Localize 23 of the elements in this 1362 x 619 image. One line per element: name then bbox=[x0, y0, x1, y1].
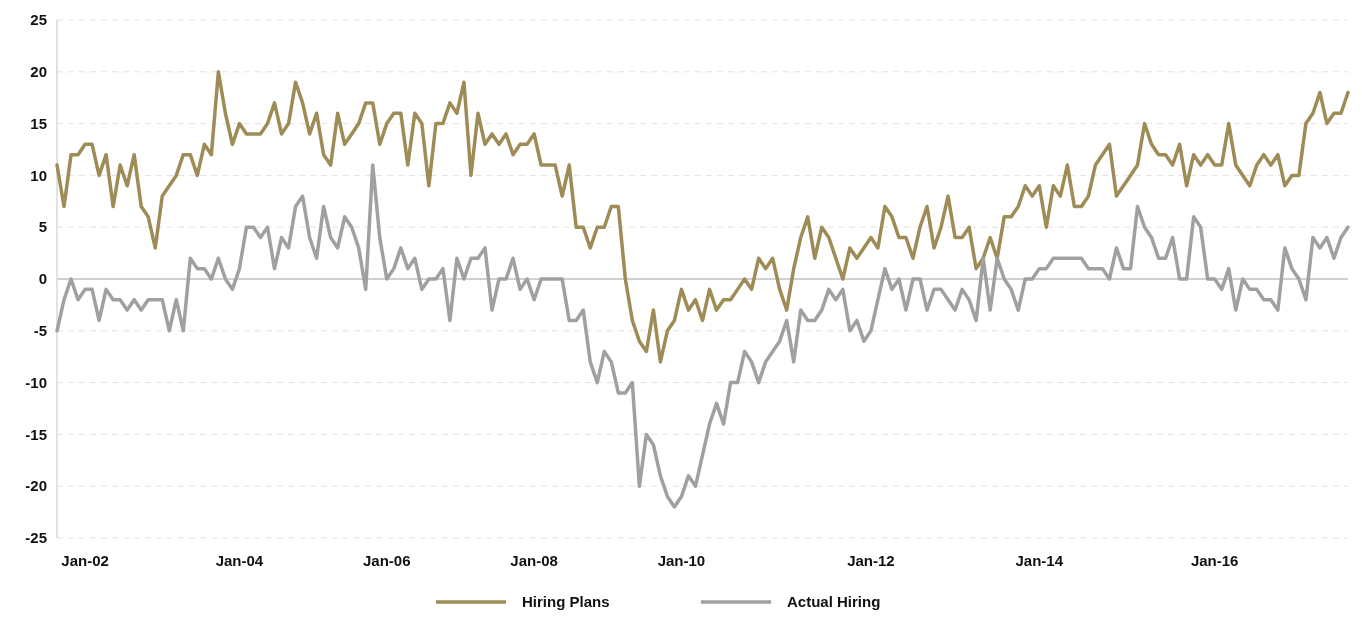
y-tick-label: 20 bbox=[30, 63, 47, 81]
y-tick-label: 0 bbox=[38, 270, 47, 288]
y-tick-label: -15 bbox=[25, 425, 47, 443]
x-tick-label: Jan-02 bbox=[61, 552, 109, 569]
y-tick-label: 15 bbox=[30, 114, 47, 132]
x-tick-label: Jan-14 bbox=[1015, 552, 1064, 569]
x-tick-label: Jan-08 bbox=[510, 552, 558, 569]
legend-label: Actual Hiring bbox=[787, 593, 881, 610]
y-tick-label: -5 bbox=[33, 322, 47, 340]
y-tick-label: 25 bbox=[30, 11, 47, 29]
x-tick-label: Jan-04 bbox=[215, 552, 264, 569]
line-series bbox=[55, 70, 1350, 364]
y-tick-label: -25 bbox=[25, 529, 47, 547]
x-tick-label: Jan-06 bbox=[363, 552, 411, 569]
y-tick-label: 10 bbox=[30, 166, 47, 184]
x-tick-label: Jan-10 bbox=[657, 552, 706, 569]
x-tick-label: Jan-16 bbox=[1190, 552, 1239, 569]
line-series bbox=[55, 163, 1350, 509]
y-tick-label: -10 bbox=[25, 373, 47, 391]
legend-label: Hiring Plans bbox=[522, 593, 610, 610]
y-tick-label: 5 bbox=[38, 218, 47, 236]
x-tick-label: Jan-12 bbox=[847, 552, 895, 569]
y-tick-label: -20 bbox=[25, 477, 47, 495]
